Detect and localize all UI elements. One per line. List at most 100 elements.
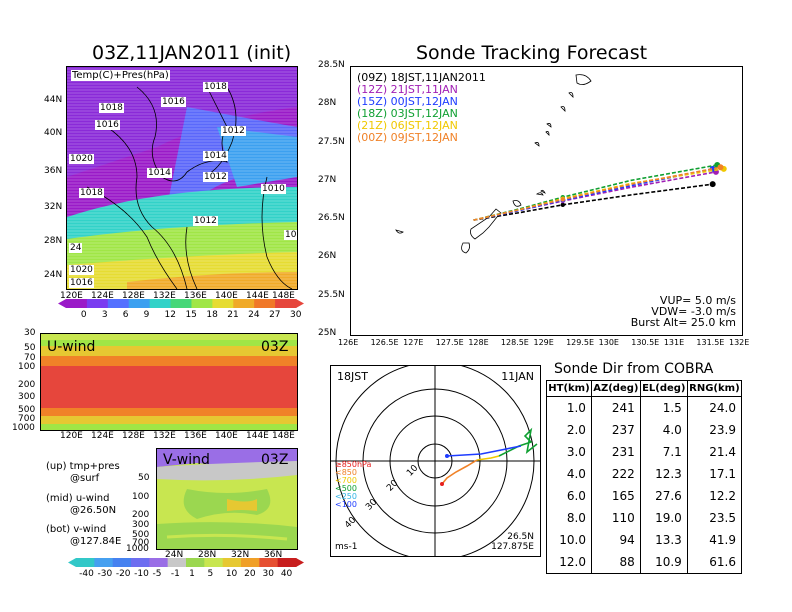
colorbar-label: 12	[164, 310, 176, 320]
colorbar-label: 5	[207, 569, 214, 579]
p-tick: 50	[138, 473, 150, 483]
legend-entry-12z: (12Z) 21JST,11JAN	[357, 83, 458, 96]
table-row: 10.0 94 13.3 41.9	[546, 529, 743, 551]
table-row: 12.0 88 10.9 61.6	[546, 551, 743, 574]
table-row: 3.0 231 7.1 21.4	[546, 441, 743, 463]
table-cell: 222	[590, 463, 641, 485]
burst-altitude: Burst Alt= 25.0 km	[630, 316, 736, 329]
lon-tick: 120E	[60, 291, 83, 301]
y-tick-label: 25.5N	[318, 289, 345, 300]
isobar-label: 1018	[79, 188, 104, 198]
lat-tick: 44N	[44, 95, 63, 105]
island-outline	[461, 242, 470, 254]
table-cell: 19.0	[639, 507, 688, 529]
table-cell: 12.0	[546, 551, 592, 574]
legend-entry-18z: (18Z) 03JST,12JAN	[357, 107, 458, 120]
p-tick: 50	[24, 343, 36, 353]
height-legend: ≥850hPa <850 <700 <500 <250 <100	[335, 461, 371, 509]
x-tick-label: 128E	[468, 338, 489, 347]
y-tick-label: 27N	[318, 174, 337, 185]
lat-tick: 28N	[198, 550, 217, 560]
height-legend-entry: <500	[335, 484, 357, 493]
colorbar-label: 30	[290, 310, 302, 320]
legend-entry-09z: (09Z) 18JST,11JAN2011	[357, 71, 486, 84]
note-line: (up) tmp+pres	[46, 461, 120, 472]
u-wind-field	[41, 334, 297, 430]
p-tick: 30	[24, 328, 36, 338]
colorbar-label: 20	[244, 569, 256, 579]
lat-tick: 40N	[44, 128, 63, 138]
colorbar-label: 15	[185, 310, 197, 320]
okinawa-island	[470, 208, 502, 240]
legend-entry-00z: (00Z) 09JST,12JAN	[357, 131, 458, 144]
track-chart: (09Z) 18JST,11JAN2011 (12Z) 21JST,11JAN …	[350, 66, 743, 336]
hodograph-segment	[476, 455, 500, 461]
note-line: (mid) u-wind	[46, 493, 110, 504]
launch-parameters: VUP= 5.0 m/s VDW= -3.0 m/s Burst Alt= 25…	[631, 295, 736, 328]
table-cell: 241	[590, 396, 641, 419]
lon-tick: 136E	[184, 291, 207, 301]
v-wind-label: V-wind	[163, 452, 210, 468]
table-cell: 10.9	[639, 551, 688, 574]
table-cell: 94	[590, 529, 641, 551]
colorbar-label: 18	[206, 310, 218, 320]
isobar-label: 1016	[69, 278, 94, 288]
isobar-label: 1012	[203, 172, 228, 182]
colorbar-label: 21	[227, 310, 239, 320]
table-cell: 23.9	[686, 419, 743, 441]
p-tick: 700	[132, 538, 150, 548]
height-legend-entry: ≥850hPa	[335, 460, 372, 469]
column-header: HT(km)	[546, 380, 592, 397]
x-tick-label: 128.5E	[500, 338, 529, 347]
column-header: AZ(deg)	[590, 380, 641, 397]
island-outline	[575, 74, 592, 85]
table-cell: 7.1	[639, 441, 688, 463]
p-tick: 100	[132, 492, 150, 502]
x-tick-label: 132E	[729, 338, 750, 347]
table-cell: 165	[590, 485, 641, 507]
colorbar-label: -5	[152, 569, 162, 579]
lat-tick: 24N	[165, 550, 184, 560]
hodograph-segment	[446, 445, 522, 457]
descent-rate: VDW= -3.0 m/s	[651, 305, 736, 318]
table-cell: 61.6	[686, 551, 743, 574]
colorbar-swatches	[68, 558, 304, 567]
isobar-label: 1016	[95, 120, 120, 130]
table-header-row: HT(km) AZ(deg) EL(deg) RNG(km)	[546, 380, 743, 397]
lat-tick: 24N	[44, 270, 63, 280]
lon-tick: 128E	[122, 291, 145, 301]
y-tick-label: 28N	[318, 98, 337, 109]
colorbar-label: -1	[170, 569, 180, 579]
colorbar-label: 0	[80, 310, 87, 320]
colorbar-swatch	[241, 558, 260, 567]
p-tick: 1000	[126, 544, 149, 554]
table-body: 1.0 241 1.5 24.0 2.0 237 4.0 23.9 3.0 231 7.1 21.4 4…	[546, 396, 743, 574]
colorbar-label: 1	[189, 569, 195, 579]
colorbar-end	[296, 558, 304, 567]
table-cell: 41.9	[686, 529, 743, 551]
colorbar-label: 24	[248, 310, 260, 320]
colorbar-swatch	[149, 558, 169, 567]
p-tick: 500	[132, 530, 150, 540]
table-cell: 6.0	[546, 485, 592, 507]
isobar-label: 1020	[69, 265, 94, 275]
column-header: EL(deg)	[639, 380, 688, 397]
u-wind-label: U-wind	[47, 339, 96, 355]
lon-tick: 124E	[91, 431, 114, 441]
y-tick-label: 28.5N	[318, 60, 345, 70]
x-tick-label: 126E	[338, 338, 359, 347]
lon-tick: 132E	[153, 431, 176, 441]
legend-entry-21z: (21Z) 06JST,12JAN	[357, 119, 458, 132]
track-midpoint	[560, 202, 565, 208]
legend-entry-15z: (15Z) 00JST,12JAN	[357, 95, 458, 108]
u-wind-section: U-wind 03Z	[40, 333, 298, 431]
table-row: 6.0 165 27.6 12.2	[546, 485, 743, 507]
x-tick-label: 129.5E	[566, 338, 595, 347]
x-tick-label: 126.5E	[370, 338, 399, 347]
table-cell: 24.0	[686, 396, 743, 419]
colorbar-swatches	[58, 299, 304, 308]
v-wind-section: V-wind 03Z	[156, 448, 298, 550]
colorbar-swatch	[112, 558, 132, 567]
y-tick-label: 26.5N	[318, 213, 345, 224]
track-landing-point	[717, 164, 724, 171]
